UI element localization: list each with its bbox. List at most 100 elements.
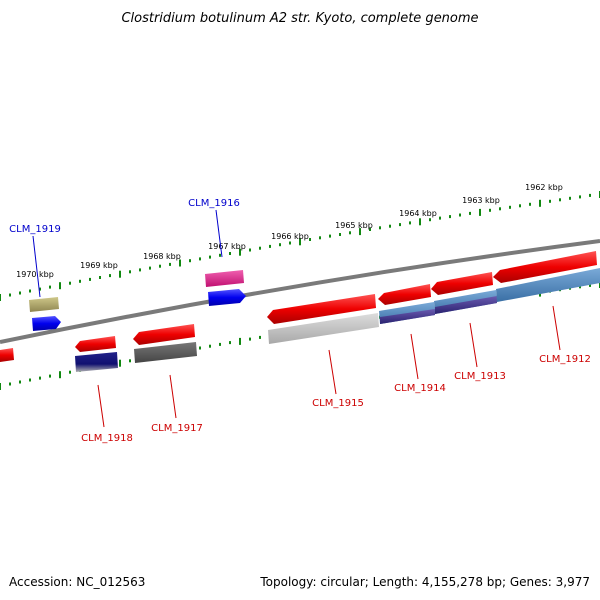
minor-tick <box>9 293 11 297</box>
gene-feature-bar <box>268 313 379 344</box>
minor-tick <box>209 344 211 348</box>
gene-label[interactable]: CLM_1912 <box>539 354 591 365</box>
leader-line <box>469 322 478 368</box>
major-tick <box>179 259 181 267</box>
gene-label[interactable]: CLM_1918 <box>81 433 133 444</box>
minor-tick <box>519 204 521 208</box>
minor-tick <box>589 283 591 287</box>
leader-line <box>552 305 561 351</box>
major-tick <box>419 218 421 226</box>
minor-tick <box>219 253 221 257</box>
major-tick <box>119 270 121 278</box>
gene-label[interactable]: CLM_1915 <box>312 398 364 409</box>
minor-tick <box>369 228 371 231</box>
minor-tick <box>579 195 581 199</box>
minor-tick <box>289 241 291 245</box>
minor-tick <box>329 234 331 238</box>
minor-tick <box>19 291 21 295</box>
accession-text: Accession: NC_012563 <box>9 575 145 589</box>
minor-tick <box>429 218 431 222</box>
minor-tick <box>579 285 581 289</box>
kbp-label: 1963 kbp <box>462 196 500 205</box>
kbp-label: 1968 kbp <box>143 252 181 261</box>
minor-tick <box>249 337 251 341</box>
gene-clm-1918[interactable] <box>75 336 118 372</box>
gene-arrow <box>378 284 431 305</box>
gene-clm-1913[interactable] <box>431 272 497 314</box>
minor-tick <box>249 248 251 252</box>
minor-tick <box>149 266 151 270</box>
kbp-label: 1966 kbp <box>271 232 309 241</box>
minor-tick <box>529 202 531 206</box>
minor-tick <box>99 276 101 279</box>
gene-arrow <box>208 289 246 306</box>
minor-tick <box>229 341 231 345</box>
genome-summary-text: Topology: circular; Length: 4,155,278 bp… <box>259 575 590 589</box>
gene-feature-bar <box>134 342 197 363</box>
minor-tick <box>159 264 161 268</box>
minor-tick <box>499 207 501 211</box>
kbp-label: 1970 kbp <box>16 270 54 279</box>
kbp-label: 1965 kbp <box>335 221 373 230</box>
minor-tick <box>449 215 451 219</box>
minor-tick <box>389 224 391 228</box>
minor-tick <box>199 257 201 261</box>
gene-feature-bar <box>29 297 59 312</box>
minor-tick <box>49 374 51 378</box>
major-tick <box>59 282 61 290</box>
gene-clm-1915[interactable] <box>267 294 379 344</box>
major-tick <box>239 248 241 256</box>
leader-line <box>328 349 337 395</box>
major-tick <box>0 294 1 301</box>
leader-line <box>410 333 419 380</box>
major-tick <box>299 238 301 246</box>
minor-tick <box>469 211 471 215</box>
gene-feature-bar <box>435 296 497 314</box>
minor-tick <box>219 342 221 346</box>
minor-tick <box>209 255 211 259</box>
minor-tick <box>409 221 411 225</box>
gene-clm-1917[interactable] <box>133 324 197 363</box>
minor-tick <box>559 198 561 202</box>
major-tick <box>479 208 481 216</box>
minor-tick <box>39 376 41 380</box>
minor-tick <box>589 193 591 197</box>
minor-tick <box>379 226 381 230</box>
minor-tick <box>229 252 231 255</box>
gene-clm-1912[interactable] <box>493 251 600 302</box>
gene-partial-left[interactable] <box>0 348 14 362</box>
gene-label[interactable]: CLM_1919 <box>9 224 61 235</box>
minor-tick <box>199 346 201 350</box>
gene-label[interactable]: CLM_1917 <box>151 423 203 434</box>
genome-backbone <box>0 239 600 344</box>
gene-clm-1916[interactable] <box>205 270 246 306</box>
minor-tick <box>439 216 441 220</box>
minor-tick <box>569 196 571 200</box>
gene-label[interactable]: CLM_1916 <box>188 198 240 209</box>
kbp-label: 1969 kbp <box>80 261 118 270</box>
minor-tick <box>189 259 191 263</box>
gene-arrow <box>0 348 14 362</box>
map-title: Clostridium botulinum A2 str. Kyoto, com… <box>121 11 478 26</box>
minor-tick <box>399 223 401 227</box>
gene-arrow <box>431 272 493 295</box>
minor-tick <box>169 262 171 266</box>
minor-tick <box>509 205 511 209</box>
gene-clm-1914[interactable] <box>378 284 435 324</box>
minor-tick <box>549 199 551 203</box>
minor-tick <box>459 213 461 217</box>
gene-arrow <box>133 324 195 345</box>
gene-label[interactable]: CLM_1913 <box>454 371 506 382</box>
minor-tick <box>69 281 71 285</box>
major-tick <box>239 337 241 345</box>
gene-clm-1919[interactable] <box>29 297 61 331</box>
minor-tick <box>19 380 21 384</box>
minor-tick <box>29 378 31 382</box>
gene-feature-bar <box>496 268 600 302</box>
major-tick <box>59 371 61 379</box>
minor-tick <box>129 359 131 363</box>
minor-tick <box>29 289 31 293</box>
gene-label[interactable]: CLM_1914 <box>394 383 446 394</box>
minor-tick <box>139 268 141 272</box>
